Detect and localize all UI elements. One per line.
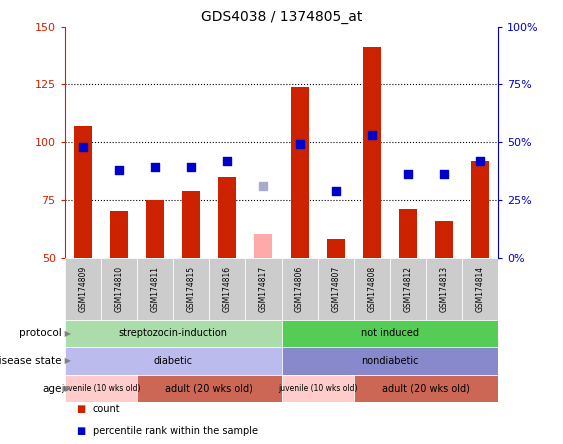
Text: GSM174810: GSM174810 (114, 266, 123, 312)
Bar (65, 258, 101, 320)
Bar (282, 347, 498, 375)
Text: GSM174816: GSM174816 (223, 266, 232, 312)
Text: juvenile (10 wks old): juvenile (10 wks old) (61, 384, 141, 393)
Text: GSM174809: GSM174809 (78, 266, 87, 312)
Bar (282, 258, 318, 320)
Bar (245, 258, 282, 320)
Bar (291, 87, 309, 258)
Text: ▶: ▶ (62, 384, 71, 393)
Bar (101, 258, 137, 320)
Bar (65, 375, 137, 402)
Title: GDS4038 / 1374805_at: GDS4038 / 1374805_at (201, 10, 362, 24)
Text: ▶: ▶ (62, 357, 71, 365)
Text: not induced: not induced (361, 329, 419, 338)
Point (404, 171, 413, 178)
Text: GSM174817: GSM174817 (259, 266, 268, 312)
Text: GSM174815: GSM174815 (187, 266, 196, 312)
Bar (254, 234, 272, 258)
Point (223, 157, 232, 164)
Bar (173, 258, 209, 320)
Text: ■: ■ (76, 426, 85, 436)
Bar (462, 258, 498, 320)
Bar (137, 258, 173, 320)
Text: juvenile (10 wks old): juvenile (10 wks old) (278, 384, 358, 393)
Bar (390, 258, 426, 320)
Bar (354, 375, 498, 402)
Bar (354, 258, 390, 320)
Bar (65, 320, 282, 347)
Text: GSM174807: GSM174807 (331, 266, 340, 312)
Bar (363, 48, 381, 258)
Bar (65, 347, 282, 375)
Bar (435, 221, 453, 258)
Bar (146, 200, 164, 258)
Text: nondiabetic: nondiabetic (361, 356, 419, 366)
Bar (74, 126, 92, 258)
Point (150, 164, 159, 171)
Text: GSM174812: GSM174812 (404, 266, 413, 312)
Bar (399, 209, 417, 258)
Bar (471, 161, 489, 258)
Bar (209, 258, 245, 320)
Text: ▶: ▶ (62, 329, 71, 338)
Point (476, 157, 485, 164)
Text: age: age (43, 384, 62, 393)
Bar (282, 320, 498, 347)
Text: GSM174813: GSM174813 (440, 266, 449, 312)
Point (367, 131, 376, 139)
Bar (182, 190, 200, 258)
Bar (426, 258, 462, 320)
Point (295, 141, 304, 148)
Text: GSM174806: GSM174806 (295, 266, 304, 312)
Bar (137, 375, 282, 402)
Text: GSM174808: GSM174808 (367, 266, 376, 312)
Text: protocol: protocol (19, 329, 62, 338)
Text: percentile rank within the sample: percentile rank within the sample (93, 426, 258, 436)
Text: GSM174811: GSM174811 (150, 266, 159, 312)
Point (187, 164, 196, 171)
Bar (318, 258, 354, 320)
Point (440, 171, 449, 178)
Point (78, 143, 87, 150)
Text: disease state: disease state (0, 356, 62, 366)
Bar (110, 211, 128, 258)
Text: ■: ■ (76, 404, 85, 415)
Text: adult (20 wks old): adult (20 wks old) (166, 384, 253, 393)
Point (259, 182, 268, 190)
Text: streptozocin-induction: streptozocin-induction (119, 329, 227, 338)
Bar (282, 375, 354, 402)
Bar (218, 177, 236, 258)
Point (331, 187, 340, 194)
Text: count: count (93, 404, 120, 415)
Text: diabetic: diabetic (154, 356, 193, 366)
Bar (327, 239, 345, 258)
Text: GSM174814: GSM174814 (476, 266, 485, 312)
Point (114, 166, 123, 173)
Text: adult (20 wks old): adult (20 wks old) (382, 384, 470, 393)
